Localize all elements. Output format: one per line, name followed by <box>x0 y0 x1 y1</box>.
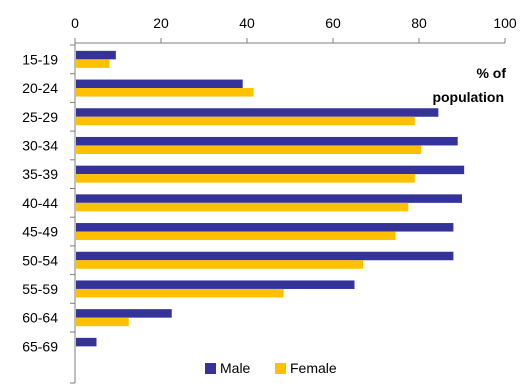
category-label: 35-39 <box>22 166 58 182</box>
x-tick-label: 60 <box>325 15 341 31</box>
bar-male-40-44 <box>76 194 462 203</box>
bar-male-50-54 <box>76 251 454 261</box>
bar-male-30-34 <box>76 136 458 146</box>
x-tick-label: 20 <box>153 15 169 31</box>
category-label: 25-29 <box>22 109 58 125</box>
legend-label-male: Male <box>220 360 251 376</box>
x-tick-label: 40 <box>239 15 255 31</box>
bar-male-15-19 <box>76 50 116 60</box>
category-label: 60-64 <box>22 310 58 326</box>
axes: 0 20 40 60 80 100 15-19 20-24 25-29 30-34 35-39 40-… <box>22 15 517 384</box>
bar-male-55-59 <box>76 280 355 289</box>
legend: Male Female <box>205 360 337 376</box>
bar-female-60-64 <box>76 317 129 327</box>
category-label: 30-34 <box>22 137 58 153</box>
unit-label-line1: % of <box>476 65 506 81</box>
legend-label-female: Female <box>290 360 337 376</box>
bar-female-20-24 <box>76 88 254 97</box>
bars <box>76 50 465 347</box>
legend-swatch-female <box>275 363 286 374</box>
bar-male-60-64 <box>76 309 172 318</box>
bar-female-25-29 <box>76 116 415 126</box>
bar-female-15-19 <box>76 59 110 68</box>
category-label: 40-44 <box>22 195 58 211</box>
category-label: 45-49 <box>22 224 58 240</box>
bar-male-45-49 <box>76 223 454 232</box>
bar-male-25-29 <box>76 108 439 117</box>
bar-male-20-24 <box>76 79 243 89</box>
x-tick-label: 0 <box>71 15 79 31</box>
legend-swatch-male <box>205 363 216 374</box>
unit-label-line2: population <box>432 89 504 105</box>
category-label: 50-54 <box>22 252 58 268</box>
bar-female-45-49 <box>76 231 396 241</box>
category-label: 55-59 <box>22 281 58 297</box>
bar-female-35-39 <box>76 174 415 183</box>
bar-male-35-39 <box>76 165 465 175</box>
bar-female-40-44 <box>76 202 409 212</box>
x-tick-label: 100 <box>493 15 517 31</box>
x-tick-label: 80 <box>411 15 427 31</box>
bar-female-55-59 <box>76 288 284 298</box>
category-label: 15-19 <box>22 51 58 67</box>
labels: % of population <box>432 65 506 105</box>
bar-male-65-69 <box>76 337 97 347</box>
bar-female-50-54 <box>76 260 364 269</box>
category-label: 65-69 <box>22 338 58 354</box>
category-label: 20-24 <box>22 80 58 96</box>
bar-female-30-34 <box>76 145 422 154</box>
